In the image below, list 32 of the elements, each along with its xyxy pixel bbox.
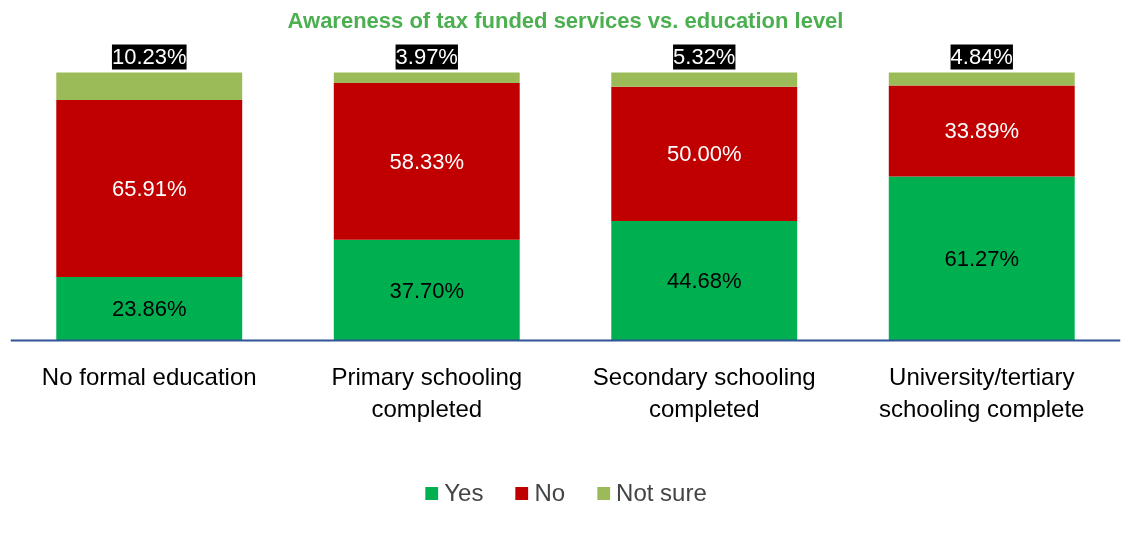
x-tick-label: Secondary schooling completed bbox=[592, 362, 816, 423]
legend-label: No bbox=[534, 479, 566, 507]
bar bbox=[56, 99, 243, 277]
data-label: 23.86% bbox=[111, 296, 187, 322]
data-label: 37.70% bbox=[389, 277, 465, 303]
x-tick-label: Primary schooling completed bbox=[331, 362, 523, 423]
legend-label: Not sure bbox=[616, 479, 707, 507]
bar bbox=[56, 276, 243, 341]
x-tick-label: No formal education bbox=[41, 362, 257, 390]
data-label: 33.89% bbox=[944, 118, 1020, 144]
bar bbox=[333, 72, 520, 84]
x-tick-label: University/tertiary schooling complete bbox=[879, 362, 1085, 423]
bar bbox=[888, 85, 1075, 177]
bar bbox=[611, 72, 798, 87]
data-label: 44.68% bbox=[666, 268, 742, 294]
data-label: 65.91% bbox=[111, 175, 187, 201]
bar bbox=[888, 72, 1075, 86]
data-label: 50.00% bbox=[666, 141, 742, 167]
data-label: 4.84% bbox=[950, 44, 1013, 70]
bar bbox=[611, 220, 798, 341]
data-label: 5.32% bbox=[673, 44, 736, 70]
data-label: 58.33% bbox=[389, 148, 465, 174]
data-label: 61.27% bbox=[944, 246, 1020, 272]
bar bbox=[888, 176, 1075, 341]
bar bbox=[333, 83, 520, 240]
data-label: 10.23% bbox=[111, 44, 187, 70]
bar bbox=[333, 239, 520, 341]
legend-label: Yes bbox=[444, 479, 484, 507]
bar bbox=[56, 72, 243, 100]
chart-title: Awareness of tax funded services vs. education level bbox=[287, 7, 844, 33]
bar bbox=[611, 86, 798, 221]
data-label: 3.97% bbox=[395, 44, 458, 70]
